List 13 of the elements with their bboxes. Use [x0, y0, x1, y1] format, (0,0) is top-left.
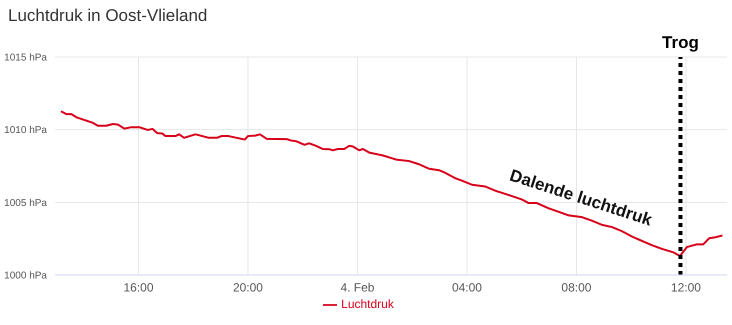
x-tick-label: 4. Feb	[340, 280, 375, 295]
ref-line-label: Trog	[662, 33, 699, 52]
chart-title: Luchtdruk in Oost-Vlieland	[8, 6, 208, 26]
x-tick-label: 16:00	[123, 280, 154, 295]
x-tick-label: 04:00	[452, 280, 482, 295]
x-tick-label: 20:00	[232, 280, 264, 295]
x-tick-label: 08:00	[561, 280, 592, 295]
y-tick-label: 1000 hPa	[4, 270, 48, 282]
y-tick-label: 1010 hPa	[4, 125, 48, 136]
y-tick-label: 1005 hPa	[4, 198, 48, 209]
x-tick-label: 12:00	[670, 280, 702, 295]
legend-label: Luchtdruk	[341, 297, 394, 311]
y-tick-label: 1015 hPa	[4, 52, 48, 64]
